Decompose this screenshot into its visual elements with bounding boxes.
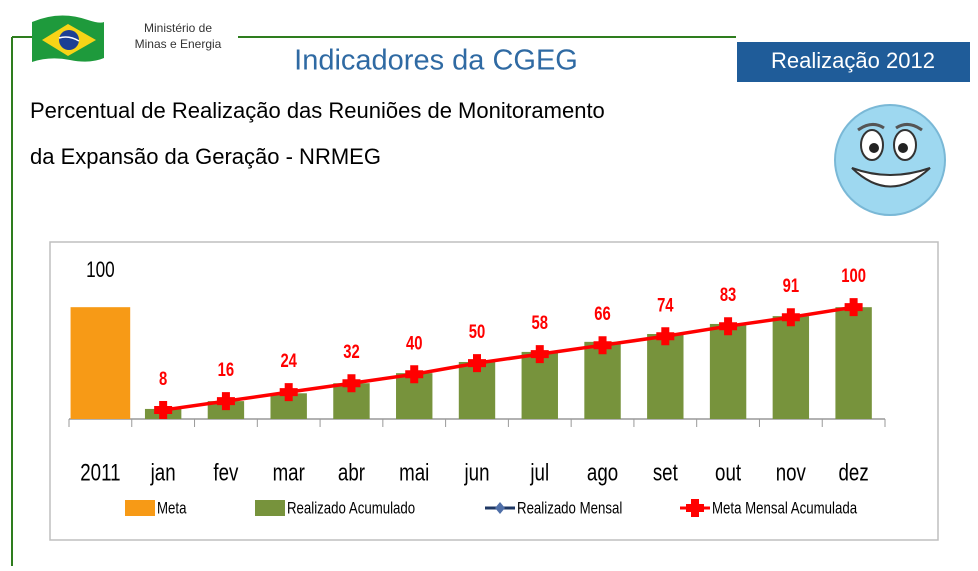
data-label: 100	[86, 258, 115, 283]
x-tick-label: jan	[150, 459, 176, 486]
legend-marker	[686, 499, 704, 517]
x-tick-label: mai	[399, 459, 429, 486]
line-marker	[844, 298, 863, 317]
legend-label: Meta Mensal Acumulada	[712, 499, 858, 518]
legend-label: Realizado Acumulado	[287, 499, 415, 518]
legend-swatch	[125, 500, 155, 516]
bar	[709, 323, 747, 419]
data-label: 50	[469, 321, 485, 342]
page-title: Indicadores da CGEG	[294, 45, 578, 77]
legend-item: Realizado Acumulado	[255, 499, 415, 518]
x-tick-label: abr	[338, 459, 365, 486]
subtitle-line: da Expansão da Geração - NRMEG	[30, 144, 381, 169]
smiley	[834, 104, 946, 216]
bar	[772, 316, 810, 419]
data-label: 8	[159, 368, 167, 389]
ministry-line: Ministério de	[144, 21, 212, 35]
data-label: 66	[594, 303, 610, 324]
chart: 2011 jan fev mar abr mai jun jul ago set out nov dez…	[68, 258, 886, 518]
line-marker	[405, 365, 424, 384]
x-tick-label: out	[715, 459, 741, 486]
legend-label: Meta	[157, 499, 187, 518]
legend-item: Meta	[125, 499, 187, 518]
x-tick-label: nov	[776, 459, 806, 486]
bar	[647, 334, 684, 419]
badge-box	[737, 42, 970, 82]
legend-marker	[495, 502, 505, 514]
data-label: 91	[783, 276, 799, 297]
legend-item: Realizado Mensal	[485, 499, 622, 518]
data-label: 58	[532, 312, 548, 333]
x-tick-label: 2011	[80, 459, 120, 486]
line-marker	[593, 336, 612, 355]
line-marker	[656, 327, 675, 346]
x-tick-label: mar	[273, 459, 305, 486]
legend-label: Realizado Mensal	[517, 499, 622, 518]
data-label: 24	[280, 350, 297, 371]
data-label: 32	[343, 342, 359, 363]
data-label: 74	[657, 295, 674, 316]
badge: Realização 2012	[771, 48, 935, 73]
line-marker	[154, 401, 173, 420]
line-marker	[342, 374, 361, 393]
legend-item: Meta Mensal Acumulada	[680, 499, 858, 518]
bar	[70, 307, 131, 419]
line	[162, 305, 854, 412]
line-marker	[781, 308, 800, 327]
line-marker	[216, 392, 235, 411]
line-marker	[279, 383, 298, 402]
line-marker	[468, 354, 486, 373]
data-label: 100	[841, 265, 866, 286]
bar	[835, 307, 872, 419]
ministry-line: Minas e Energia	[135, 37, 222, 51]
bar	[584, 341, 621, 419]
x-tick-label: fev	[213, 459, 238, 486]
legend-swatch	[255, 500, 285, 516]
line-marker	[719, 317, 738, 336]
x-tick-label: jun	[464, 459, 490, 486]
line-marker	[530, 345, 549, 364]
flag-logo	[32, 15, 104, 63]
data-label: 16	[218, 359, 234, 380]
subtitle-line: Percentual de Realização das Reuniões de…	[30, 98, 605, 123]
x-tick-label: set	[653, 459, 678, 486]
data-label: 40	[406, 333, 422, 354]
x-tick-label: dez	[839, 459, 869, 486]
data-label: 83	[720, 284, 736, 305]
x-tick-label: ago	[587, 459, 618, 486]
x-tick-label: jul	[530, 459, 550, 486]
